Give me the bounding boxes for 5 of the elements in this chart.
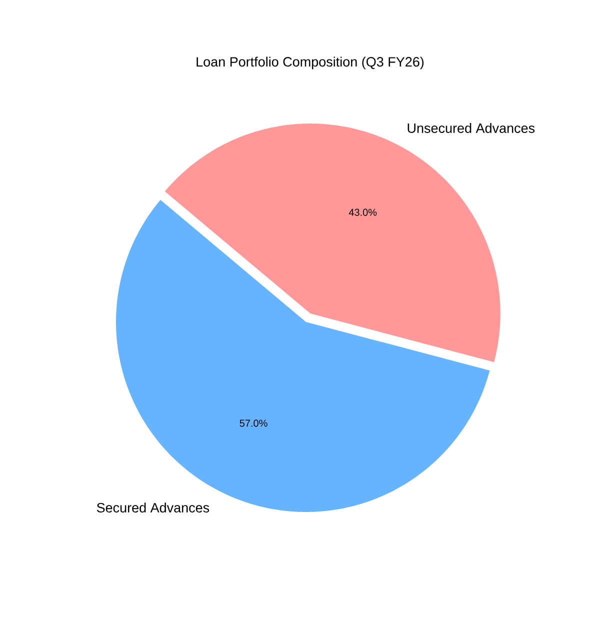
data-label: 57.0% [240, 420, 268, 427]
slice-label: Unsecured Advances [408, 123, 535, 133]
chart-title: Loan Portfolio Composition (Q3 FY26) [196, 56, 424, 70]
slice-label: Secured Advances [96, 502, 210, 512]
data-label: 43.0% [348, 208, 377, 216]
